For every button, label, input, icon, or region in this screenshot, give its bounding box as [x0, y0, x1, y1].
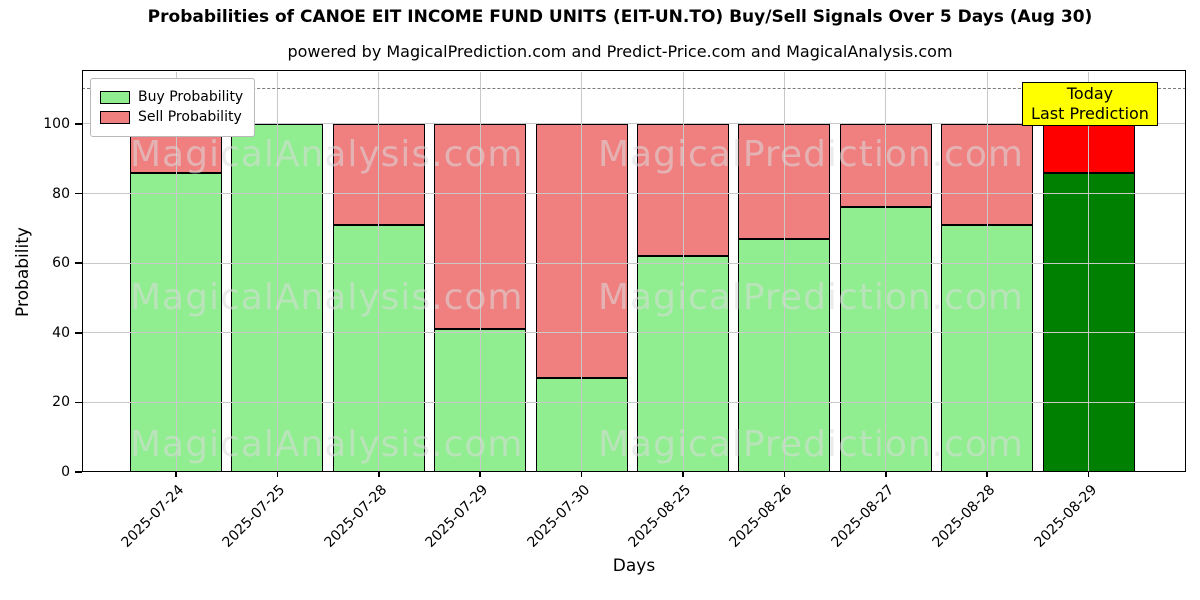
- y-tick-label: 80: [52, 185, 70, 202]
- x-tick-label: 2025-07-28: [321, 482, 391, 551]
- x-tick-label: 2025-07-25: [219, 482, 289, 551]
- x-tick-label: 2025-08-28: [929, 482, 999, 551]
- x-tick-label: 2025-08-26: [726, 482, 796, 551]
- x-tick: [682, 472, 684, 477]
- v-gridline: [682, 71, 684, 471]
- y-tick: [75, 471, 82, 473]
- x-tick-label: 2025-08-27: [828, 482, 898, 551]
- x-tick: [783, 472, 786, 477]
- x-tick: [986, 472, 988, 477]
- y-axis-label: Probability: [13, 227, 33, 317]
- y-tick: [75, 332, 82, 334]
- dashed-threshold-line: [82, 88, 1186, 90]
- v-gridline: [885, 71, 887, 471]
- y-tick-label: 0: [61, 464, 70, 480]
- x-tick: [1087, 472, 1090, 477]
- x-tick-label: 2025-08-25: [625, 482, 695, 551]
- h-gridline: [82, 401, 1186, 403]
- x-tick: [885, 472, 887, 477]
- y-tick: [75, 123, 82, 125]
- legend-item-sell: Sell Probability: [100, 109, 243, 126]
- legend-sell-label: Sell Probability: [138, 109, 242, 125]
- legend-item-buy: Buy Probability: [100, 89, 243, 106]
- v-gridline: [175, 71, 177, 471]
- y-tick: [75, 401, 82, 404]
- x-tick-label: 2025-07-24: [118, 482, 188, 551]
- v-gridline: [1088, 71, 1090, 471]
- today-annotation-line2: Last Prediction: [1031, 104, 1149, 123]
- y-tick: [75, 192, 82, 195]
- legend-buy-swatch-icon: [100, 91, 130, 104]
- x-tick-label: 2025-08-29: [1031, 482, 1100, 551]
- legend-buy-label: Buy Probability: [138, 89, 244, 105]
- h-gridline: [82, 193, 1186, 195]
- y-tick-label: 20: [52, 394, 70, 411]
- x-tick-label: 2025-07-29: [422, 482, 492, 551]
- x-tick: [276, 472, 279, 477]
- y-tick-label: 60: [52, 255, 70, 272]
- chart-title: Probabilities of CANOE EIT INCOME FUND U…: [147, 7, 1093, 27]
- x-tick: [580, 472, 583, 477]
- chart-subtitle: powered by MagicalPrediction.com and Pre…: [287, 42, 953, 61]
- x-tick: [175, 472, 177, 477]
- h-gridline: [82, 262, 1186, 264]
- y-tick-label: 40: [52, 324, 70, 341]
- x-tick-label: 2025-07-30: [524, 482, 593, 551]
- v-gridline: [276, 71, 278, 471]
- v-gridline: [783, 71, 785, 471]
- today-annotation: Today Last Prediction: [1022, 82, 1158, 126]
- h-gridline: [82, 332, 1186, 334]
- x-axis-label: Days: [612, 556, 656, 576]
- x-tick: [378, 472, 380, 477]
- y-tick-label: 100: [43, 115, 70, 132]
- v-gridline: [986, 71, 988, 471]
- x-tick: [479, 472, 481, 477]
- v-gridline: [479, 71, 481, 471]
- h-gridline: [82, 123, 1186, 125]
- today-annotation-line1: Today: [1066, 84, 1114, 103]
- v-gridline: [378, 71, 380, 471]
- legend-sell-swatch-icon: [100, 111, 130, 124]
- y-tick: [75, 262, 82, 264]
- legend: Buy Probability Sell Probability: [90, 78, 256, 137]
- v-gridline: [581, 71, 583, 471]
